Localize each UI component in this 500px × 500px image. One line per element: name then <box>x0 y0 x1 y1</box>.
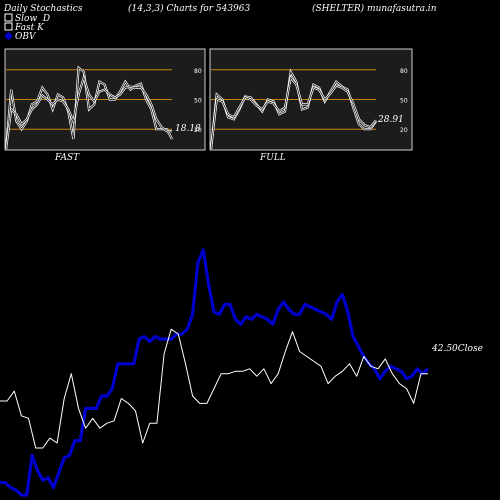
legend-label-fast-k: Fast K <box>14 23 45 33</box>
fast-level-label-50: 50 <box>194 98 202 105</box>
full-level-label-50: 50 <box>400 98 408 105</box>
fast-last-value: 18.18 <box>175 124 201 134</box>
legend-swatch-slow-d <box>4 13 13 22</box>
chart-params: (14,3,3) Charts for 543963 <box>128 3 250 14</box>
legend-label-obv: OBV <box>15 32 37 42</box>
full-level-label-80: 80 <box>400 68 408 75</box>
fast-level-label-80: 80 <box>194 68 202 75</box>
full-last-value: 28.91 <box>377 115 404 125</box>
fast-level-label-20: 20 <box>194 127 202 134</box>
obv-line <box>0 248 430 497</box>
chart-symbol: (SHELTER) munafasutra.in <box>312 3 437 14</box>
legend: Slow D Fast K OBV <box>4 13 50 42</box>
full-caption: FULL <box>259 153 286 163</box>
chart-title: Daily Stochastics <box>3 4 83 14</box>
legend-label-slow-d: Slow D <box>15 14 50 24</box>
fast-fast-k-line-core <box>5 67 173 150</box>
close-price-line <box>0 328 428 449</box>
full-slow-d-line-core <box>210 76 377 150</box>
legend-swatch-obv <box>5 32 12 40</box>
fast-slow-d-line-core <box>5 76 172 150</box>
full-level-label-20: 20 <box>400 127 408 134</box>
fast-caption: FAST <box>54 153 80 163</box>
legend-swatch-fast-k <box>4 22 13 31</box>
close-price-label: 42.50Close <box>431 344 483 354</box>
